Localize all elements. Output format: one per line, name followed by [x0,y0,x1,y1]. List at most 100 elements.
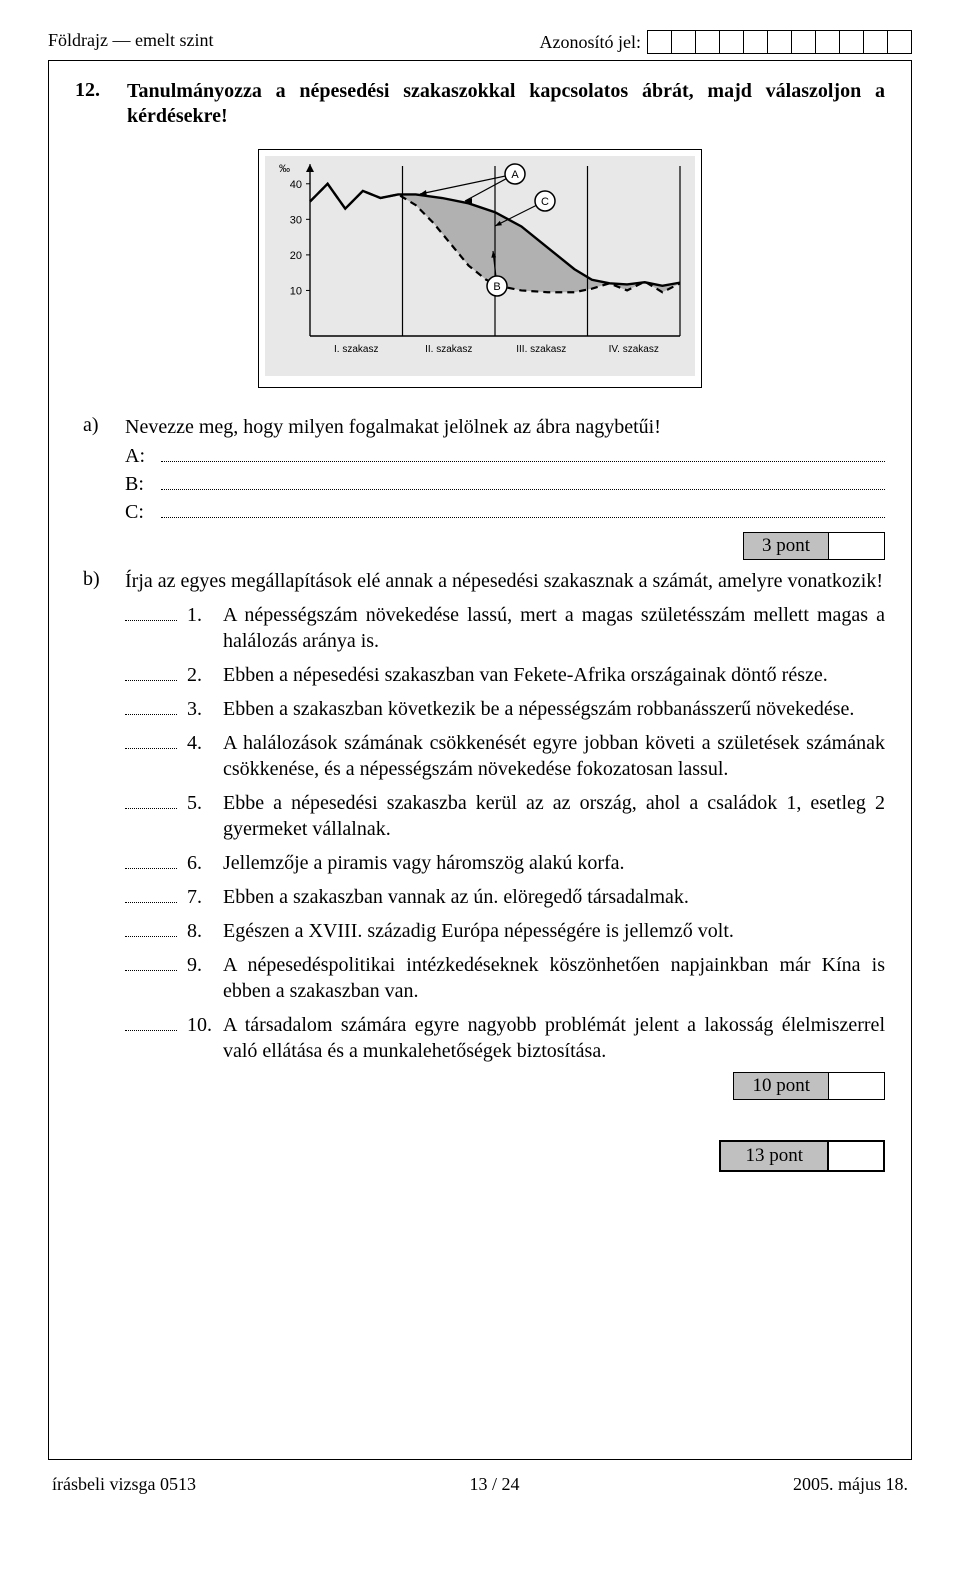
svg-text:III. szakasz: III. szakasz [516,344,566,355]
list-item-blank[interactable] [125,1012,177,1031]
part-b-letter: b) [75,568,117,594]
list-item: 2. Ebben a népesedési szakaszban van Feke… [125,662,885,688]
list-item-number: 9. [187,952,213,978]
part-b-text: Írja az egyes megállapítások elé annak a… [125,568,885,594]
svg-text:I. szakasz: I. szakasz [334,344,378,355]
id-block: Azonosító jel: [540,30,913,54]
list-item: 10. A társadalom számára egyre nagyobb pr… [125,1012,885,1064]
svg-text:A: A [511,169,519,181]
id-cell[interactable] [719,30,744,54]
svg-text:40: 40 [290,179,302,191]
question-instruction: Tanulmányozza a népesedési szakaszokkal … [127,79,885,129]
part-a-text: Nevezze meg, hogy milyen fogalmakat jelö… [125,414,885,440]
page-footer: írásbeli vizsga 0513 13 / 24 2005. május… [48,1474,912,1495]
list-item-text: A népességszám növekedése lassú, mert a … [223,602,885,654]
id-cell[interactable] [647,30,672,54]
list-item-blank[interactable] [125,696,177,715]
list-item-number: 4. [187,730,213,756]
list-item-number: 1. [187,602,213,628]
chart-frame: 40 30 20 10 ‰ I. szakasz II. szakasz III. szaka… [258,149,702,388]
list-item: 3. Ebben a szakaszban következik be a nép… [125,696,885,722]
points-box-a: 3 pont [743,532,885,560]
list-item-text: Ebben a szakaszban következik be a népes… [223,696,885,722]
list-item-number: 6. [187,850,213,876]
svg-text:20: 20 [290,250,302,262]
list-item-text: Ebben a szakaszban vannak az ún. elörege… [223,884,885,910]
answer-line: C: [125,498,885,524]
id-boxes[interactable] [647,30,912,54]
answer-blank[interactable] [161,442,885,462]
answer-blank[interactable] [161,498,885,518]
list-item-text: Egészen a XVIII. századig Európa népessé… [223,918,885,944]
id-cell[interactable] [767,30,792,54]
part-b-list: 1. A népességszám növekedése lassú, mert … [125,602,885,1064]
list-item-text: Ebbe a népesedési szakaszba kerül az az … [223,790,885,842]
points-a-label: 3 pont [743,532,829,560]
list-item-text: A népesedéspolitikai intézkedéseknek kös… [223,952,885,1004]
answer-label: B: [125,473,153,496]
list-item: 4. A halálozások számának csökkenését egy… [125,730,885,782]
svg-text:10: 10 [290,285,302,297]
answer-line: B: [125,470,885,496]
list-item: 8. Egészen a XVIII. századig Európa népes… [125,918,885,944]
answer-line: A: [125,442,885,468]
id-cell[interactable] [743,30,768,54]
svg-text:C: C [541,196,549,208]
list-item: 5. Ebbe a népesedési szakaszba kerül az a… [125,790,885,842]
svg-text:IV. szakasz: IV. szakasz [609,344,659,355]
list-item: 7. Ebben a szakaszban vannak az ún. elöre… [125,884,885,910]
list-item-blank[interactable] [125,662,177,681]
answer-label: A: [125,445,153,468]
answer-label: C: [125,501,153,524]
svg-text:B: B [493,281,500,293]
list-item-blank[interactable] [125,730,177,749]
list-item: 6. Jellemzője a piramis vagy háromszög al… [125,850,885,876]
id-cell[interactable] [863,30,888,54]
points-b-value[interactable] [829,1072,885,1100]
id-cell[interactable] [695,30,720,54]
points-a-value[interactable] [829,532,885,560]
demographic-chart: 40 30 20 10 ‰ I. szakasz II. szakasz III. szaka… [265,156,695,376]
total-label: 13 pont [719,1140,829,1172]
total-points-box: 13 pont [719,1140,885,1172]
page-header: Földrajz — emelt szint Azonosító jel: [48,30,912,54]
list-item-text: A társadalom számára egyre nagyobb probl… [223,1012,885,1064]
list-item-blank[interactable] [125,602,177,621]
answer-blank[interactable] [161,470,885,490]
list-item-number: 8. [187,918,213,944]
id-cell[interactable] [791,30,816,54]
list-item-number: 3. [187,696,213,722]
list-item-blank[interactable] [125,918,177,937]
svg-text:‰: ‰ [279,163,290,175]
list-item-number: 5. [187,790,213,816]
list-item-number: 7. [187,884,213,910]
id-label: Azonosító jel: [540,32,642,53]
id-cell[interactable] [815,30,840,54]
list-item-text: Ebben a népesedési szakaszban van Fekete… [223,662,885,688]
question-number: 12. [75,79,117,129]
part-a-letter: a) [75,414,117,440]
id-cell[interactable] [887,30,912,54]
points-b-label: 10 pont [733,1072,829,1100]
list-item-blank[interactable] [125,790,177,809]
list-item-blank[interactable] [125,952,177,971]
chart-container: 40 30 20 10 ‰ I. szakasz II. szakasz III. szaka… [75,149,885,388]
svg-text:30: 30 [290,214,302,226]
list-item-text: A halálozások számának csökkenését egyre… [223,730,885,782]
footer-left: írásbeli vizsga 0513 [52,1474,196,1495]
question-frame: 12. Tanulmányozza a népesedési szakaszok… [48,60,912,1460]
footer-center: 13 / 24 [469,1474,519,1495]
list-item-blank[interactable] [125,884,177,903]
list-item-number: 10. [187,1012,213,1038]
list-item-number: 2. [187,662,213,688]
list-item-blank[interactable] [125,850,177,869]
footer-right: 2005. május 18. [793,1474,908,1495]
points-box-b: 10 pont [733,1072,885,1100]
id-cell[interactable] [671,30,696,54]
total-value[interactable] [829,1140,885,1172]
svg-text:II. szakasz: II. szakasz [425,344,472,355]
list-item: 1. A népességszám növekedése lassú, mert … [125,602,885,654]
list-item: 9. A népesedéspolitikai intézkedéseknek k… [125,952,885,1004]
list-item-text: Jellemzője a piramis vagy háromszög alak… [223,850,885,876]
id-cell[interactable] [839,30,864,54]
